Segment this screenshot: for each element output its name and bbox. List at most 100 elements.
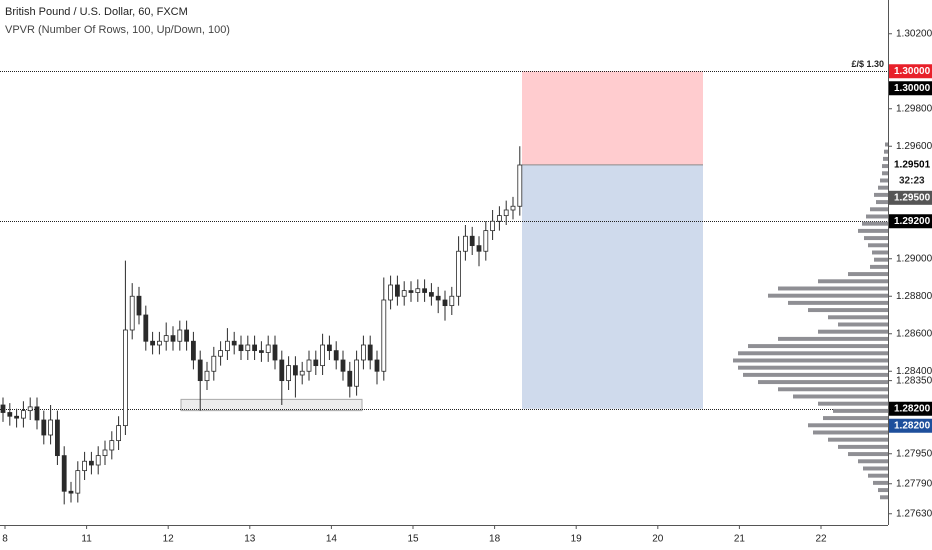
candle-body <box>456 250 462 297</box>
volume-bar <box>873 480 888 485</box>
candle-body <box>496 215 502 222</box>
volume-bar <box>884 149 888 154</box>
volume-bar <box>823 416 888 421</box>
candle-body <box>265 344 271 353</box>
candle-body <box>204 370 210 382</box>
candle-body <box>41 419 47 436</box>
candle-body <box>218 350 224 357</box>
candle-body <box>224 340 230 352</box>
volume-bar <box>868 473 888 478</box>
candle-body <box>483 230 489 252</box>
y-tick-label: 1.30200 <box>896 28 932 39</box>
chart-title: British Pound / U.S. Dollar, 60, FXCM <box>5 6 188 18</box>
volume-bar <box>813 430 888 435</box>
volume-bar <box>862 221 888 226</box>
y-tick-label: 1.28800 <box>896 291 932 302</box>
candle-body <box>449 295 455 307</box>
x-tick-label: 18 <box>489 534 501 545</box>
candle-body <box>89 460 94 466</box>
candle-body <box>170 335 176 342</box>
volume-bar <box>863 466 888 471</box>
target-zone <box>522 164 703 409</box>
price-badge-label: 1.29500 <box>894 192 931 203</box>
price-badge <box>889 157 932 172</box>
y-tick-label: 1.27630 <box>896 508 932 519</box>
x-tick-label: 14 <box>326 534 338 545</box>
candle-body <box>394 284 400 297</box>
volume-bar <box>768 293 888 298</box>
y-tick-label: 1.27790 <box>896 478 932 489</box>
price-badge <box>889 418 932 433</box>
candle-body <box>150 340 156 346</box>
candle-body <box>428 292 434 297</box>
volume-bar <box>793 394 888 399</box>
volume-bar <box>818 329 888 334</box>
candle-body <box>367 344 373 361</box>
volume-bar <box>738 351 888 356</box>
volume-bar <box>880 495 888 500</box>
candle-body <box>286 365 292 382</box>
candle-body <box>292 365 298 376</box>
candle-body <box>320 344 326 367</box>
x-tick-label: 13 <box>244 534 256 545</box>
price-badge-label: 1.28200 <box>894 403 931 414</box>
candle-body <box>231 340 237 346</box>
volume-bar <box>833 408 888 413</box>
price-badge-label: 1.30000 <box>894 66 931 77</box>
indicator-label: VPVR (Number Of Rows, 100, Up/Down, 100) <box>5 24 230 36</box>
volume-bar <box>818 401 888 406</box>
candle-body <box>102 449 108 457</box>
volume-bar <box>874 257 888 262</box>
candle-body <box>272 344 278 361</box>
candle-body <box>469 235 475 247</box>
candle-body <box>123 329 128 427</box>
price-badge-label: 1.30000 <box>894 83 931 94</box>
x-tick-label: 22 <box>815 534 827 545</box>
volume-bar <box>876 200 888 205</box>
candle-body <box>163 335 169 342</box>
candle-body <box>347 370 353 387</box>
volume-bar <box>882 164 888 169</box>
candle-body <box>211 355 217 372</box>
y-tick-label: 1.29600 <box>896 141 932 152</box>
support-zone <box>180 398 363 412</box>
volume-bar <box>866 214 888 219</box>
price-badge <box>889 64 932 79</box>
volume-bar <box>733 358 888 363</box>
candle-body <box>177 329 183 342</box>
volume-bar <box>878 185 888 190</box>
volume-bar <box>743 372 888 377</box>
price-badge <box>889 190 932 205</box>
volume-bar <box>883 156 888 161</box>
candle-body <box>197 359 203 382</box>
candle-body <box>415 288 421 293</box>
candle-body <box>340 359 346 372</box>
volume-bar <box>838 322 888 327</box>
countdown: 32:23 <box>899 175 925 186</box>
volume-bar <box>864 236 888 241</box>
candle-body <box>354 359 360 387</box>
x-tick-label: 21 <box>734 534 746 545</box>
volume-bar <box>828 315 888 320</box>
candle-body <box>388 284 394 301</box>
candle-body <box>184 329 190 342</box>
candle-body <box>476 245 482 252</box>
x-tick-label: 12 <box>163 534 175 545</box>
candle-body <box>190 340 196 361</box>
candle-body <box>48 419 53 436</box>
volume-bar <box>848 452 888 457</box>
candle-body <box>490 220 496 232</box>
volume-bar <box>870 264 888 269</box>
level-label: £/$ 1.30 <box>851 59 884 69</box>
volume-bar <box>848 272 888 277</box>
volume-bar <box>748 344 888 349</box>
x-tick-label: 15 <box>407 534 419 545</box>
volume-bar <box>808 308 888 313</box>
x-tick-label: 8 <box>2 534 8 545</box>
candle-body <box>136 295 142 316</box>
candle-body <box>510 205 516 211</box>
volume-bar <box>758 380 888 385</box>
price-badge <box>889 214 932 229</box>
candle-body <box>333 350 339 361</box>
candle-body <box>95 455 101 466</box>
